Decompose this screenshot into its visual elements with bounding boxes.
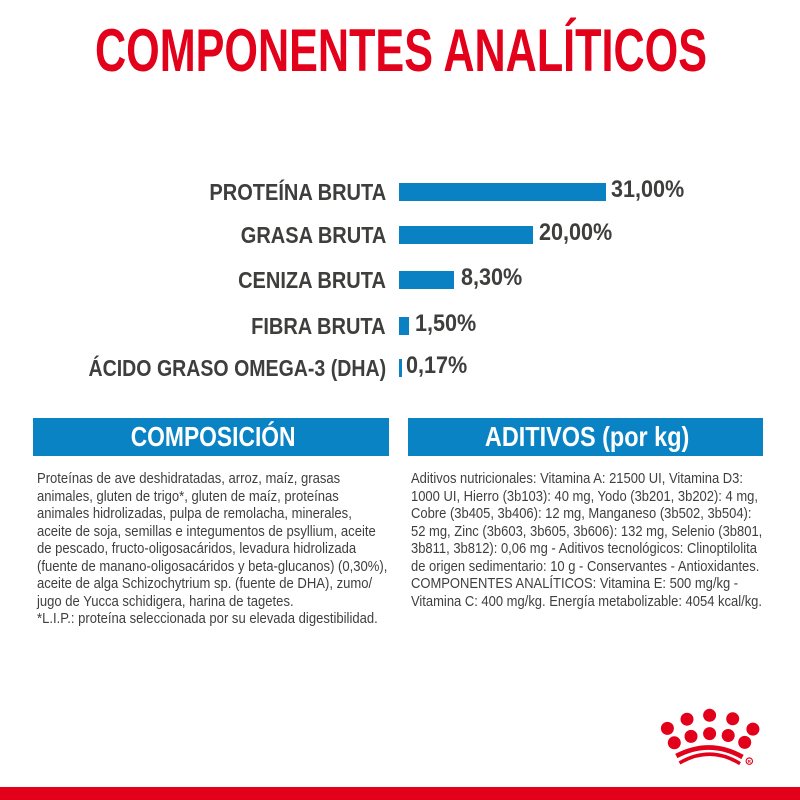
svg-text:R: R xyxy=(748,759,752,764)
